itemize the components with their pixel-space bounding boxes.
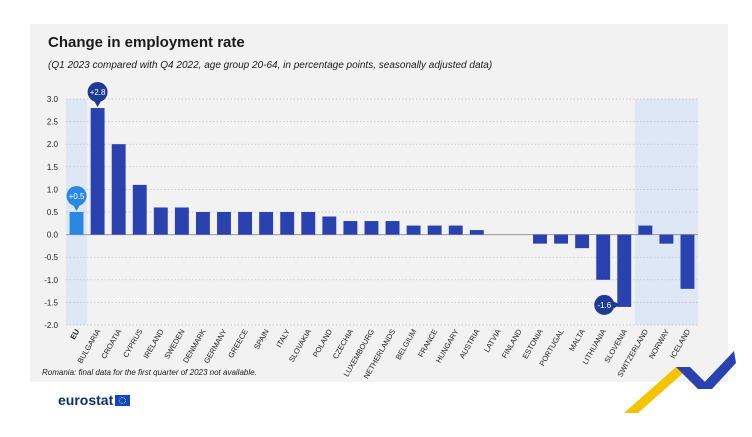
bar xyxy=(385,221,400,235)
decorative-chevron-icon xyxy=(624,351,736,413)
bar xyxy=(617,234,632,307)
y-tick-label: 1.5 xyxy=(47,163,59,172)
bar xyxy=(90,108,105,235)
bar xyxy=(596,234,611,280)
bar xyxy=(259,212,274,235)
y-tick-label: 1.0 xyxy=(47,185,59,194)
x-tick-label: LATVIA xyxy=(482,328,502,354)
chart-subtitle: (Q1 2023 compared with Q4 2022, age grou… xyxy=(48,60,493,71)
bar xyxy=(448,225,463,235)
bar xyxy=(238,212,253,235)
chart-title: Change in employment rate xyxy=(48,34,245,51)
bar xyxy=(301,212,316,235)
callout-bubble xyxy=(594,294,615,315)
eurostat-logo: eurostat xyxy=(58,392,131,408)
x-tick-label: POLAND xyxy=(311,327,335,359)
callout-label: -1.6 xyxy=(597,301,611,310)
x-tick-label: AUSTRIA xyxy=(457,328,481,361)
y-tick-label: 0.0 xyxy=(47,231,59,240)
callout-label: +0.5 xyxy=(69,192,85,201)
x-tick-label: CYPRUS xyxy=(121,328,144,360)
bar xyxy=(469,230,484,235)
bar xyxy=(174,207,189,235)
bar xyxy=(111,144,126,235)
bar xyxy=(153,207,168,235)
bar xyxy=(575,234,590,249)
y-tick-label: -0.5 xyxy=(44,253,58,262)
bar xyxy=(343,221,358,235)
bar xyxy=(364,221,379,235)
callout-pointer xyxy=(612,300,621,309)
logo-text: eurostat xyxy=(58,392,114,408)
x-tick-label: GREECE xyxy=(226,328,250,360)
bar xyxy=(680,234,695,289)
y-tick-label: -2.0 xyxy=(44,321,58,330)
eu-flag-icon xyxy=(115,394,131,406)
bar xyxy=(406,225,421,235)
bar xyxy=(638,225,653,235)
bar xyxy=(69,212,84,235)
bar xyxy=(533,234,547,244)
bar xyxy=(322,216,337,235)
bar xyxy=(554,234,569,244)
y-tick-label: 2.0 xyxy=(47,140,59,149)
x-tick-label: EU xyxy=(68,328,81,342)
x-tick-label: SPAIN xyxy=(252,328,271,352)
x-tick-label: CROATIA xyxy=(99,328,123,361)
y-tick-label: 2.5 xyxy=(47,118,59,127)
y-tick-label: 0.5 xyxy=(47,208,59,217)
callout-label: +2.8 xyxy=(90,88,106,97)
y-tick-label: 3.0 xyxy=(47,95,59,104)
bar xyxy=(427,225,442,235)
x-tick-label: ITALY xyxy=(274,328,292,350)
x-tick-label: MALTA xyxy=(567,328,587,353)
callout-bubble xyxy=(87,82,108,103)
callout-bubble xyxy=(66,186,87,206)
x-tick-label: BELGIUM xyxy=(394,328,419,362)
bar xyxy=(195,212,210,235)
bar xyxy=(132,184,147,235)
footnote: Romania: final data for the first quarte… xyxy=(42,368,257,377)
bar xyxy=(280,212,295,235)
y-tick-label: -1.0 xyxy=(44,276,58,285)
bar xyxy=(659,234,674,244)
x-tick-label: FRANCE xyxy=(416,328,439,359)
y-tick-label: -1.5 xyxy=(44,298,58,307)
bar xyxy=(217,212,231,235)
